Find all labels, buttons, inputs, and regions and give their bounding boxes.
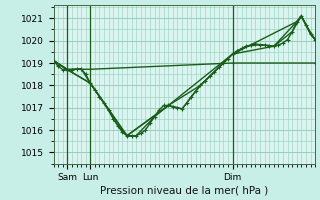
X-axis label: Pression niveau de la mer( hPa ): Pression niveau de la mer( hPa ): [100, 185, 268, 195]
